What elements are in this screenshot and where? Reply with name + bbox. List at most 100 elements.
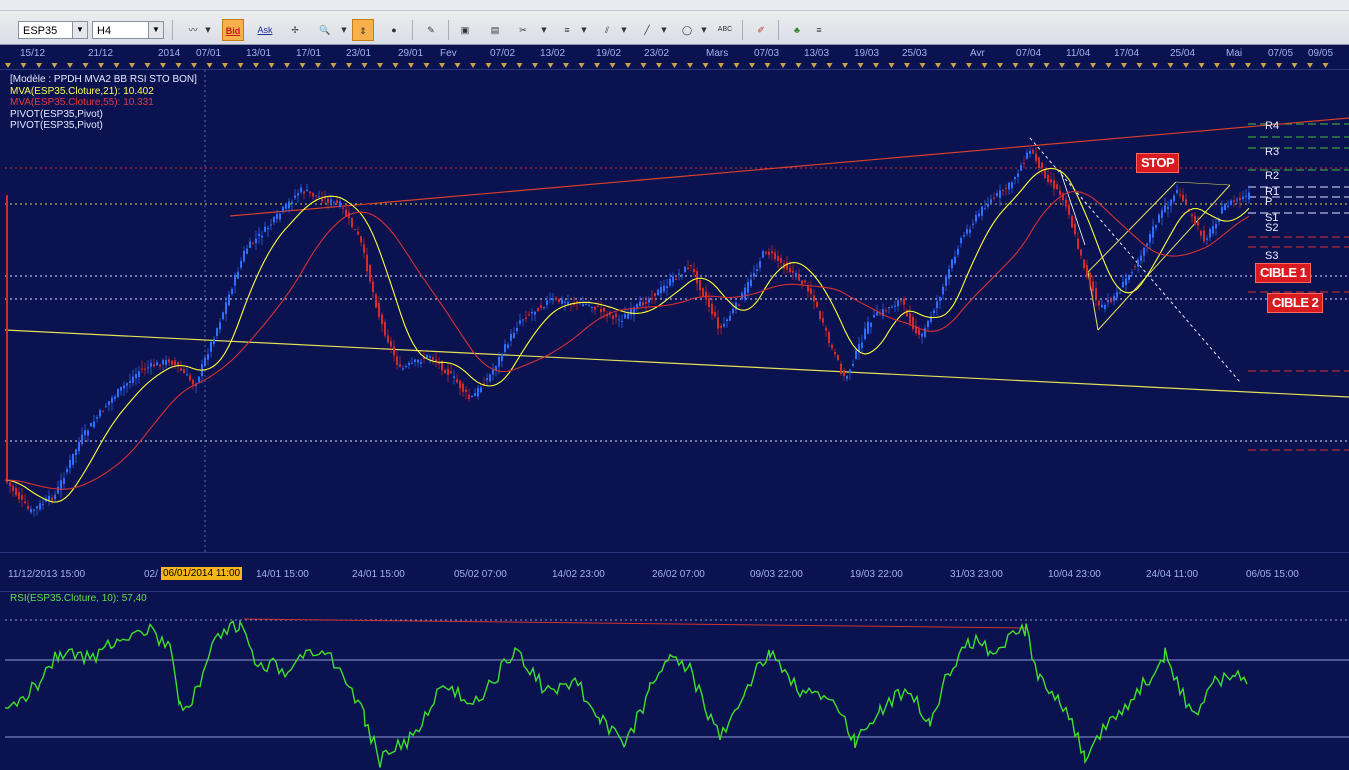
- rsi-line: [4, 619, 1248, 768]
- template-icon[interactable]: ▤: [490, 25, 500, 35]
- top-date-label: Fev: [440, 48, 457, 59]
- candle-body: [846, 375, 848, 379]
- candle-body: [93, 421, 95, 428]
- session-marker: [392, 63, 399, 68]
- candle-body: [924, 328, 926, 337]
- tools-icon[interactable]: ✂: [519, 25, 527, 35]
- list-icon[interactable]: ≡: [816, 25, 822, 35]
- session-marker: [981, 63, 988, 68]
- candle-body: [855, 350, 857, 360]
- session-marker: [1121, 63, 1127, 68]
- bid-button[interactable]: Bid: [222, 19, 244, 41]
- chevron-down-icon[interactable]: ▼: [341, 26, 347, 34]
- candle-body: [507, 344, 509, 348]
- candle-body: [1029, 150, 1031, 154]
- candle-body: [1077, 238, 1079, 249]
- candle-body: [1146, 243, 1148, 246]
- chevron-down-icon[interactable]: ▼: [148, 22, 163, 38]
- cursor-icon[interactable]: ✢: [291, 25, 299, 35]
- timeframe-select[interactable]: H4 ▼: [92, 21, 164, 39]
- session-marker: [919, 63, 926, 68]
- candle-body: [1224, 203, 1226, 211]
- candle-body: [216, 328, 218, 337]
- chevron-down-icon[interactable]: ▼: [701, 26, 707, 34]
- zoom-icon[interactable]: 🔍: [319, 25, 331, 35]
- rsi-panel[interactable]: [0, 592, 1349, 770]
- lines-icon[interactable]: ≡: [564, 25, 570, 35]
- candle-body: [1218, 218, 1220, 222]
- session-marker: [826, 63, 833, 68]
- candle-body: [966, 229, 968, 234]
- ruler-icon[interactable]: ✎: [427, 25, 435, 35]
- candle-body: [336, 200, 338, 204]
- image-icon[interactable]: ▣: [460, 25, 470, 35]
- candle-body: [699, 279, 701, 291]
- session-marker: [5, 63, 11, 68]
- session-marker: [687, 63, 693, 68]
- candle-body: [837, 354, 839, 361]
- chevron-down-icon[interactable]: ▼: [621, 26, 627, 34]
- trendline-icon[interactable]: ╱: [644, 25, 650, 35]
- candle-body: [1131, 272, 1133, 274]
- candle-body: [252, 242, 254, 244]
- candle-body: [57, 486, 59, 494]
- candle-body: [975, 214, 977, 222]
- candle-body: [177, 362, 179, 367]
- chevron-down-icon[interactable]: ▼: [661, 26, 667, 34]
- candle-body: [1062, 193, 1064, 201]
- chevron-down-icon[interactable]: ▼: [72, 22, 87, 38]
- chart-type-icon[interactable]: 〰: [188, 25, 198, 35]
- candle-body: [870, 322, 872, 327]
- candle-body: [1212, 226, 1214, 234]
- candle-body: [594, 306, 596, 310]
- session-marker: [82, 63, 89, 68]
- top-date-label: 25/03: [902, 48, 928, 59]
- ask-button[interactable]: Ask: [257, 25, 273, 35]
- eraser-icon[interactable]: ✐: [757, 25, 765, 35]
- candle-body: [1047, 174, 1049, 182]
- candle-body: [1032, 149, 1034, 154]
- candle-body: [813, 295, 815, 302]
- candle-body: [237, 271, 239, 279]
- ellipse-icon[interactable]: ◯: [681, 25, 693, 35]
- candle-body: [429, 355, 431, 358]
- candle-body: [399, 364, 401, 367]
- candle-body: [30, 509, 32, 513]
- session-markers: [5, 63, 1329, 68]
- candle-body: [684, 266, 686, 273]
- candle-body: [678, 273, 680, 275]
- candle-body: [1143, 247, 1145, 256]
- candle-body: [819, 311, 821, 319]
- chevron-down-icon[interactable]: ▼: [205, 26, 211, 34]
- candle-body: [471, 396, 473, 398]
- candle-body: [864, 328, 866, 340]
- text-tool-icon[interactable]: ABC: [717, 26, 733, 33]
- session-marker: [795, 63, 802, 68]
- autoscale-icon[interactable]: ⇕: [352, 19, 374, 41]
- chevron-down-icon[interactable]: ▼: [581, 26, 587, 34]
- candle-body: [48, 495, 50, 501]
- top-date-label: 25/04: [1170, 48, 1196, 59]
- candle-body: [687, 267, 689, 269]
- candle-body: [882, 309, 884, 316]
- network-icon[interactable]: ♣: [794, 25, 800, 35]
- candle-body: [1173, 195, 1175, 202]
- top-date-label: 15/12: [20, 48, 46, 59]
- globe-icon[interactable]: ●: [391, 25, 397, 35]
- candle-body: [300, 187, 302, 193]
- fibonacci-icon[interactable]: ⫽: [604, 25, 609, 35]
- candle-body: [825, 327, 827, 331]
- candle-body: [273, 216, 275, 223]
- session-marker: [1059, 63, 1065, 68]
- candle-body: [288, 201, 290, 209]
- candle-body: [246, 248, 248, 254]
- price-chart[interactable]: [0, 70, 1349, 552]
- toolbar-top-strip: [0, 0, 1349, 11]
- candle-body: [1071, 216, 1073, 228]
- chevron-down-icon[interactable]: ▼: [541, 26, 547, 34]
- symbol-select[interactable]: ESP35 ▼: [18, 21, 88, 39]
- top-date-label: 07/04: [1016, 48, 1042, 59]
- candle-body: [537, 308, 539, 312]
- candle-body: [705, 291, 707, 300]
- session-marker: [578, 63, 585, 68]
